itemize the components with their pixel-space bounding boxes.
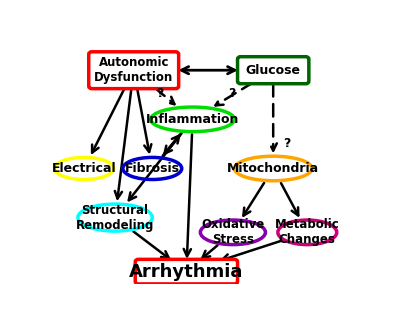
FancyBboxPatch shape [89,52,179,89]
Text: Fibrosis: Fibrosis [125,162,180,175]
Text: Autonomic
Dysfunction: Autonomic Dysfunction [94,56,173,84]
Text: Arrhythmia: Arrhythmia [129,263,244,281]
Text: Metabolic
Changes: Metabolic Changes [275,218,340,246]
Text: ?: ? [284,137,291,150]
Text: ?: ? [228,87,236,100]
Text: Mitochondria: Mitochondria [227,162,319,175]
Text: Inflammation: Inflammation [146,113,239,126]
Text: Glucose: Glucose [246,64,301,77]
Text: Electrical: Electrical [52,162,116,175]
Text: Oxidative
Stress: Oxidative Stress [201,218,264,246]
FancyBboxPatch shape [135,259,238,284]
FancyBboxPatch shape [238,57,309,84]
Text: ?: ? [156,87,164,100]
Text: Structural
Remodeling: Structural Remodeling [76,204,154,232]
